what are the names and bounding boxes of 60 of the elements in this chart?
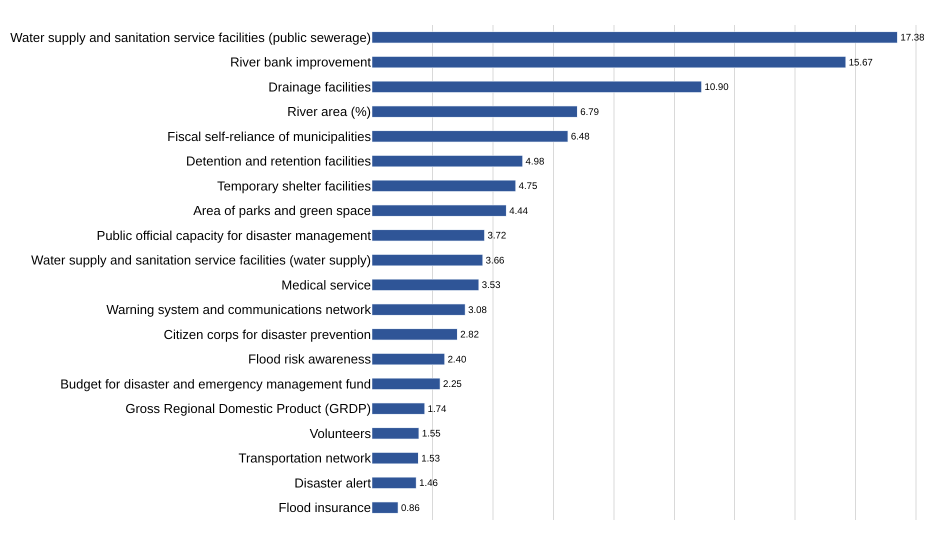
bar <box>372 328 458 340</box>
y-tick-label: Medical service <box>281 277 371 292</box>
data-label: 2.25 <box>443 379 462 390</box>
y-tick-label: Drainage facilities <box>268 79 372 94</box>
bar <box>372 230 485 242</box>
bar <box>372 180 516 192</box>
y-tick-label: Flood risk awareness <box>248 352 372 367</box>
data-label: 0.86 <box>401 502 420 514</box>
bar <box>372 502 398 514</box>
y-tick-label: Budget for disaster and emergency management fund <box>60 376 371 392</box>
y-tick-label: River bank improvement <box>230 54 372 70</box>
bar <box>372 106 578 118</box>
data-label: 15.67 <box>848 57 873 68</box>
data-label: 2.40 <box>448 354 466 366</box>
bar <box>372 204 506 216</box>
data-label: 4.75 <box>518 181 538 192</box>
bar <box>372 279 479 291</box>
data-label: 1.53 <box>421 453 440 464</box>
bar <box>372 477 416 489</box>
y-tick-label: Citizen corps for disaster prevention <box>164 326 371 342</box>
data-label: 10.90 <box>704 82 729 94</box>
y-tick-label: Temporary shelter facilities <box>217 178 372 194</box>
y-tick-label: Fiscal self-reliance of municipalities <box>167 128 372 144</box>
y-tick-label: River area (%) <box>287 104 371 120</box>
data-label: 3.08 <box>468 304 487 316</box>
bar <box>372 378 440 390</box>
data-label: 4.44 <box>509 206 529 217</box>
bar <box>372 353 445 365</box>
y-tick-label: Transportation network <box>238 450 372 466</box>
y-tick-label: Area of parks and green space <box>193 203 371 218</box>
bar <box>372 56 846 68</box>
data-label: 3.53 <box>482 280 500 292</box>
y-tick-label: Flood insurance <box>278 500 371 516</box>
data-label: 1.74 <box>428 404 448 415</box>
y-tick-label: Gross Regional Domestic Product (GRDP) <box>125 401 371 416</box>
bar <box>372 428 420 440</box>
data-label: 3.66 <box>486 255 504 266</box>
bar <box>372 254 483 266</box>
bar <box>372 32 898 44</box>
y-tick-label: Water supply and sanitation service facilities (public sewerage) <box>10 30 371 45</box>
y-tick-label: Warning system and communications network <box>106 302 372 318</box>
y-tick-label: Volunteers <box>310 426 372 441</box>
data-label: 17.38 <box>900 32 924 44</box>
bar <box>372 130 568 142</box>
data-label: 1.46 <box>419 478 438 490</box>
y-tick-label: Public official capacity for disaster management <box>96 228 372 243</box>
data-label: 4.98 <box>526 156 544 168</box>
data-label: 6.79 <box>580 106 599 118</box>
bar <box>372 81 702 93</box>
data-label: 2.82 <box>460 330 479 341</box>
bar <box>372 155 523 167</box>
data-label: 3.72 <box>487 230 506 242</box>
data-label: 1.55 <box>422 428 441 440</box>
bar <box>372 452 418 464</box>
data-label: 6.48 <box>570 132 590 143</box>
y-tick-label: Detention and retention facilities <box>186 154 372 169</box>
y-tick-label: Disaster alert <box>294 475 372 490</box>
bar <box>372 402 425 414</box>
y-tick-label: Water supply and sanitation service facilities (water supply) <box>31 252 371 268</box>
bar <box>372 304 466 316</box>
